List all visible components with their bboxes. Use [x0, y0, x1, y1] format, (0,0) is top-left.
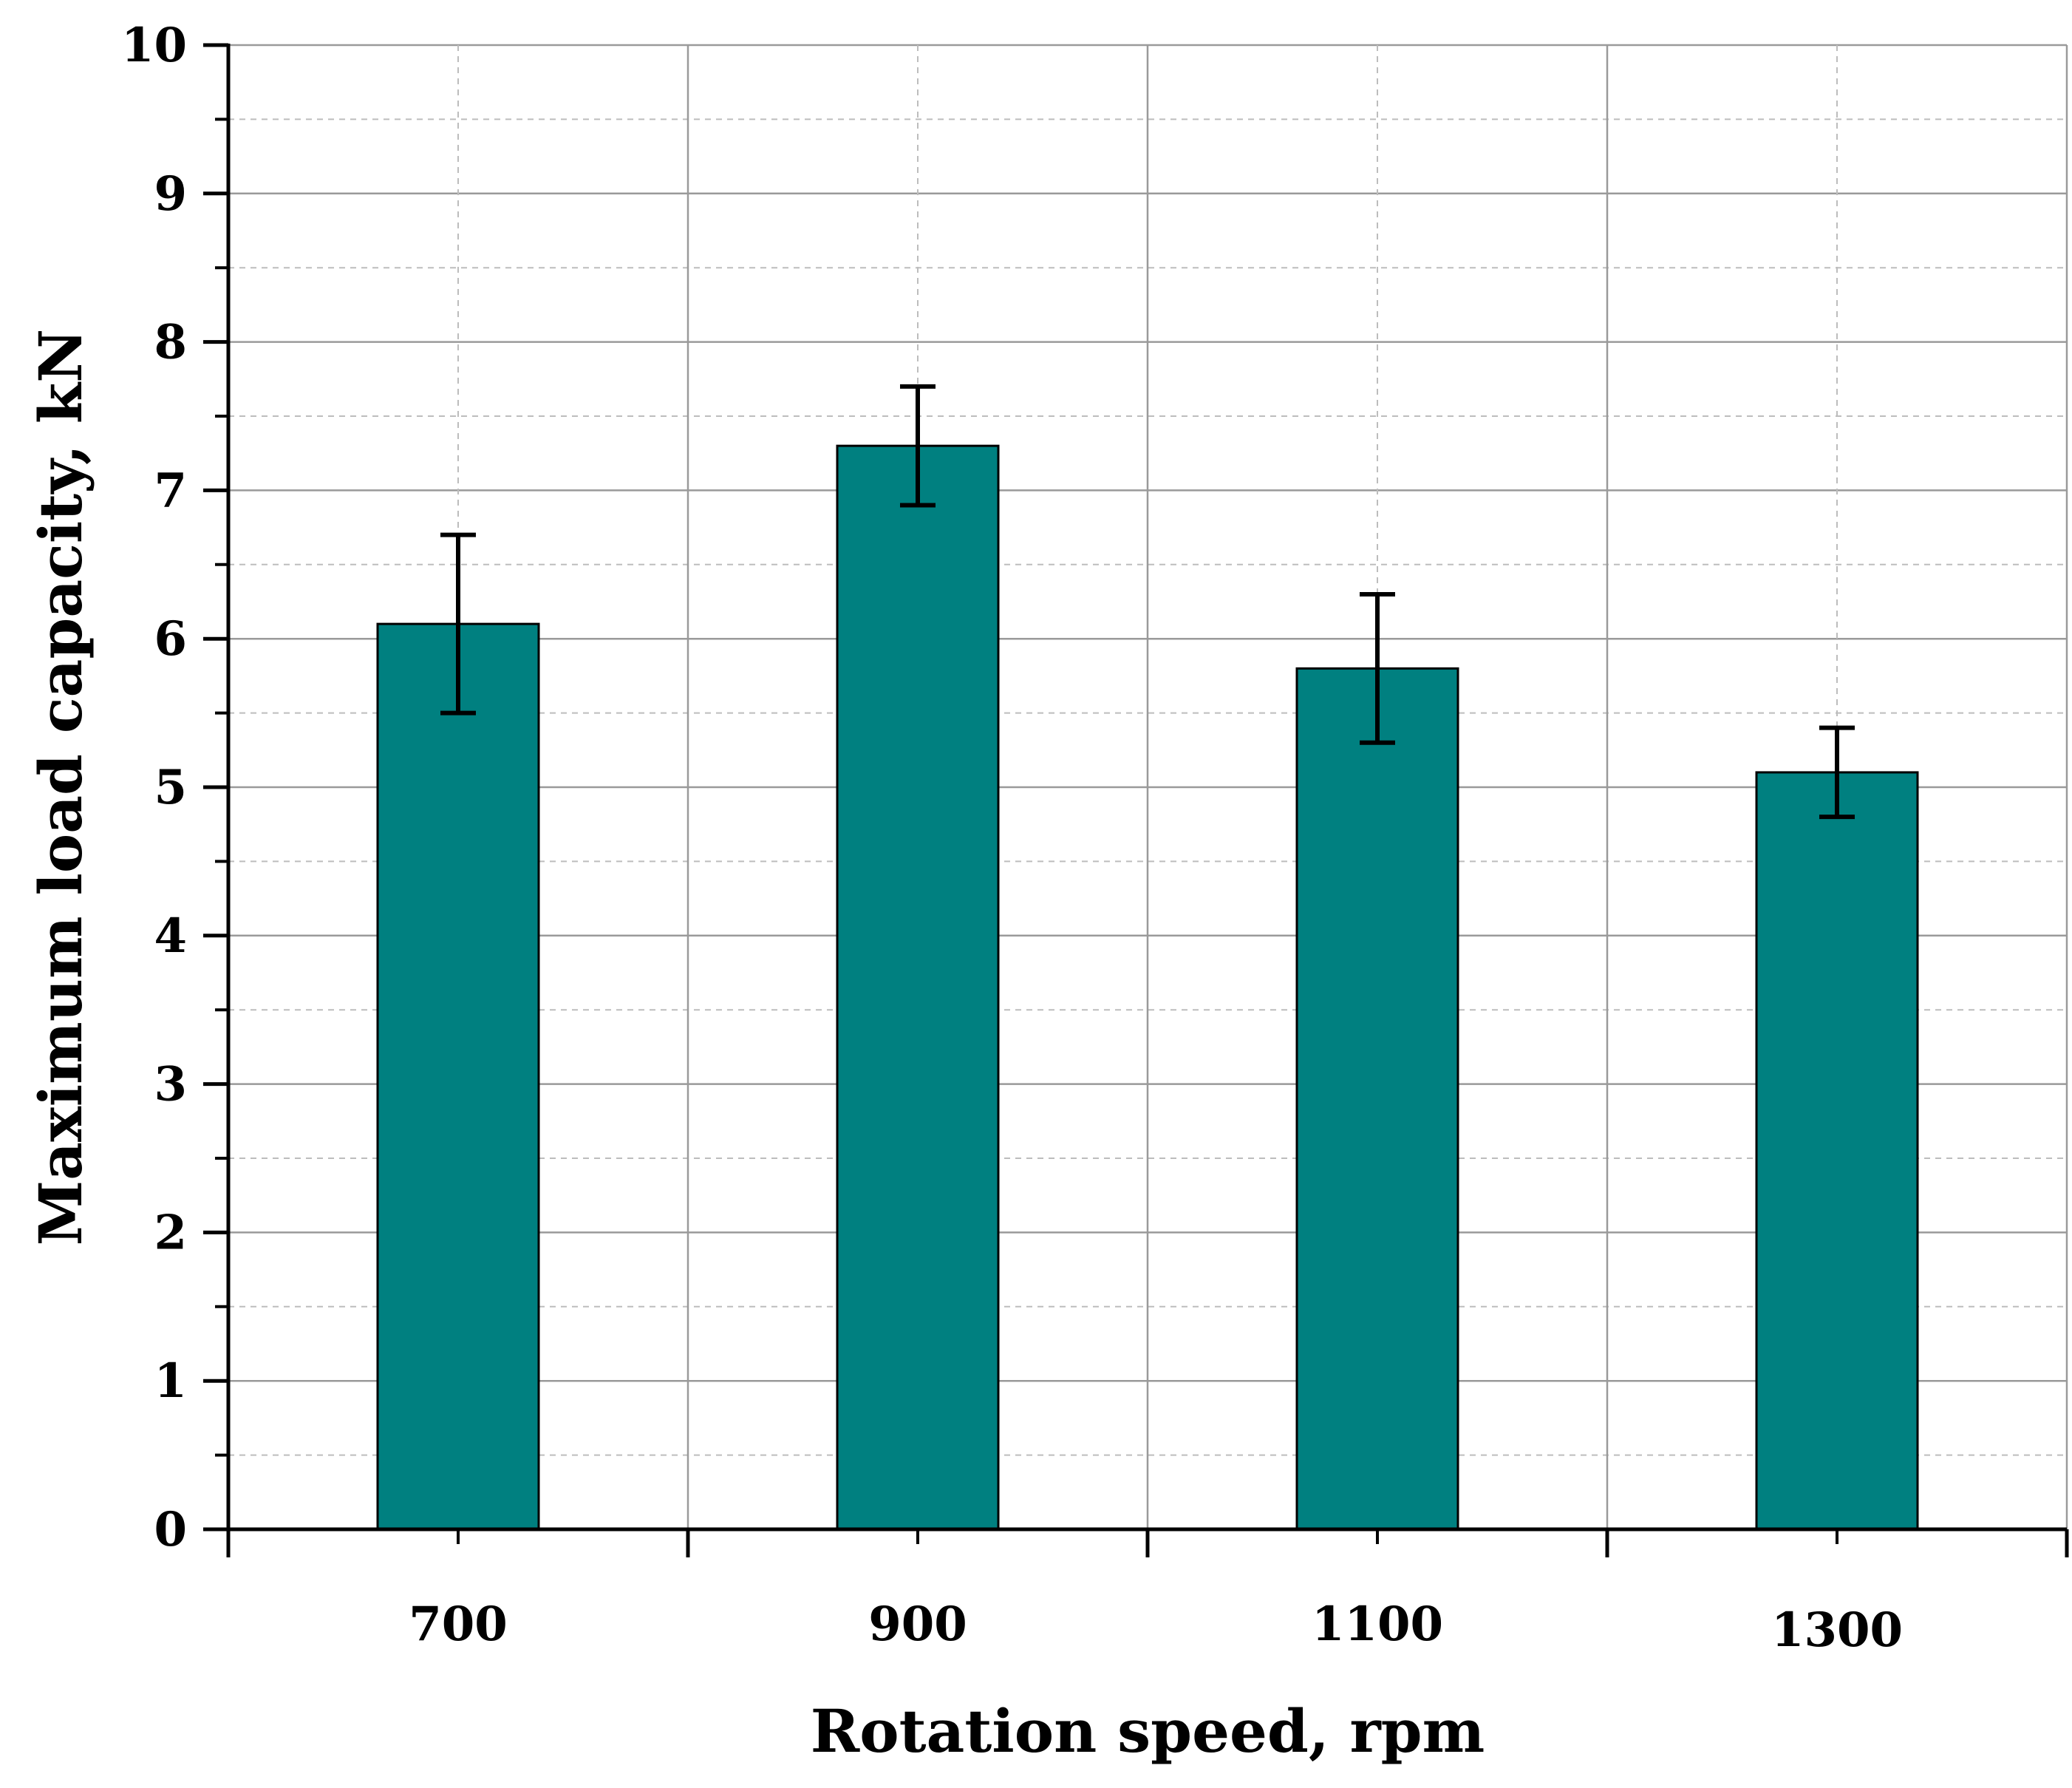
y-tick-label: 2: [154, 1205, 187, 1260]
y-tick-label: 4: [154, 908, 187, 964]
y-tick-label: 6: [154, 611, 187, 667]
y-tick-label: 0: [154, 1502, 187, 1557]
y-tick-label: 5: [154, 760, 187, 815]
x-tick-label: 900: [868, 1597, 967, 1652]
y-tick-label: 7: [154, 463, 187, 518]
error-bar-900: [900, 384, 936, 508]
tick-labels: 0 1 2 3 4 5 6 7 8 9 10 700 900 1100 1300: [121, 18, 1903, 1658]
y-tick-label: 3: [154, 1057, 187, 1112]
y-tick-label: 8: [154, 315, 187, 370]
y-tick-label: 10: [121, 18, 187, 73]
x-tick-label: 700: [409, 1597, 508, 1652]
x-tick-label: 1100: [1312, 1597, 1443, 1652]
error-bars: [440, 384, 1855, 820]
bar-1300: [1755, 771, 1919, 1531]
y-tick-label: 1: [154, 1353, 187, 1409]
bar-700: [376, 622, 540, 1531]
axes: [203, 43, 2069, 1557]
x-axis-title: Rotation speed, rpm: [811, 1696, 1485, 1766]
error-bar-1300: [1819, 725, 1855, 820]
y-tick-label: 9: [154, 166, 187, 222]
x-tick-label: 1300: [1771, 1602, 1903, 1658]
error-bar-700: [440, 532, 476, 715]
bars: [376, 444, 1919, 1531]
bar-900: [836, 444, 1000, 1531]
error-bar-1100: [1360, 591, 1395, 745]
bar-1100: [1295, 667, 1459, 1531]
y-axis-title: Maximum load capacity, kN: [26, 329, 95, 1246]
